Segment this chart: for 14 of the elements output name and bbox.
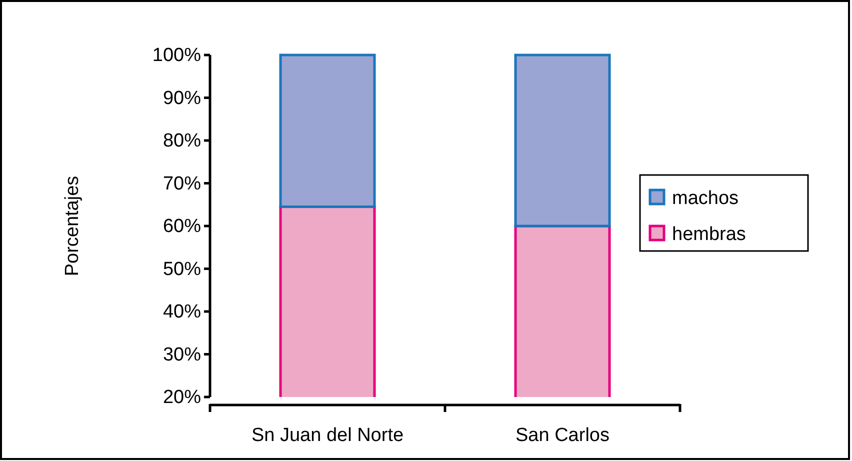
y-tick-label: 70% xyxy=(162,173,202,194)
y-tick-label: 50% xyxy=(162,258,202,280)
y-tick-label: 60% xyxy=(162,216,202,238)
y-tick-label: 80% xyxy=(162,130,202,152)
y-tick-label: 100% xyxy=(152,45,202,66)
x-tick-label: San Carlos xyxy=(516,425,610,446)
y-tick-label: 20% xyxy=(162,387,202,408)
y-axis-title: Porcentajes xyxy=(62,176,83,276)
y-tick-label: 40% xyxy=(162,302,202,323)
legend-label: machos xyxy=(672,188,739,209)
y-tick-label: 30% xyxy=(162,344,202,366)
y-tick-label: 90% xyxy=(162,88,202,109)
legend-label: hembras xyxy=(672,224,746,245)
x-tick-label: Sn Juan del Norte xyxy=(251,425,404,446)
